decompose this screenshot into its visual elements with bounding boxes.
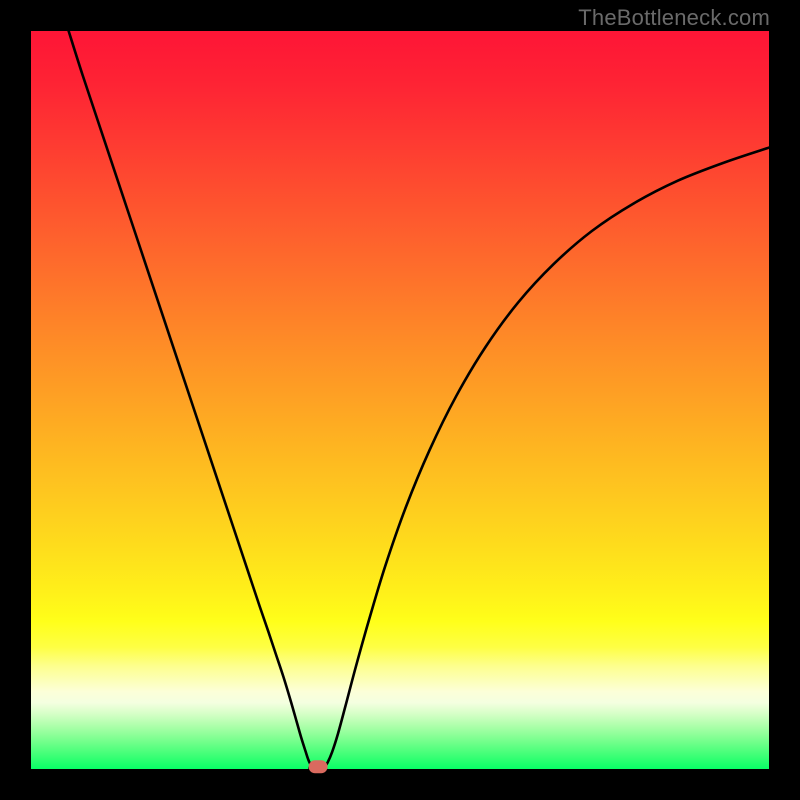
plot-background bbox=[31, 31, 769, 769]
watermark-text: TheBottleneck.com bbox=[578, 5, 770, 31]
optimal-point-marker bbox=[309, 761, 327, 773]
